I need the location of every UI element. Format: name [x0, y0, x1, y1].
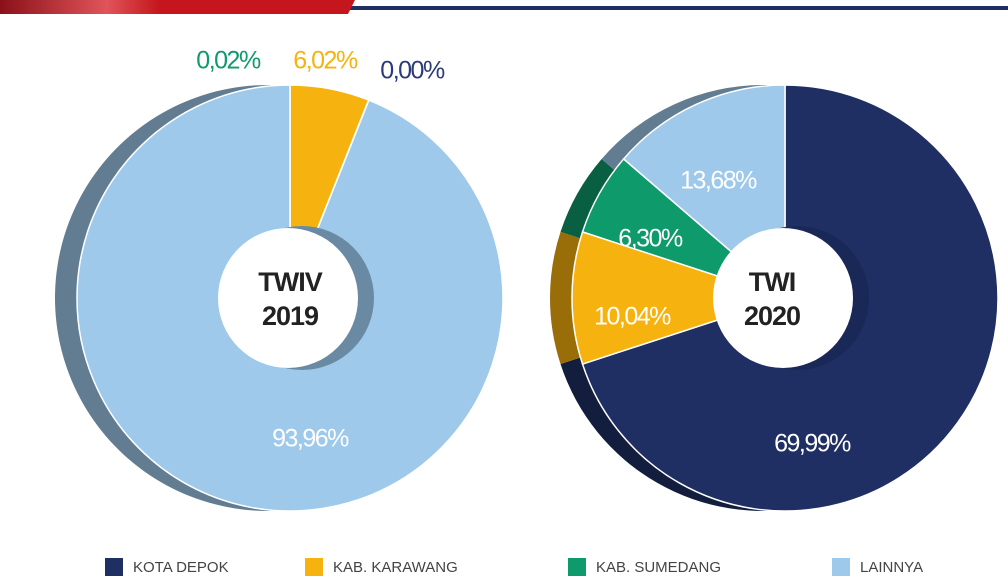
slice [571, 230, 788, 365]
value-label: 69,99% [774, 430, 851, 458]
hole [713, 228, 853, 368]
header-line [0, 6, 1008, 10]
legend-swatch [305, 558, 323, 576]
value-label: 13,68% [680, 167, 757, 195]
value-label: 6,02% [293, 47, 358, 75]
center-label: TWIV 2019 [258, 267, 323, 331]
legend-label: LAINNYA [860, 559, 923, 576]
legend-swatch [568, 558, 586, 576]
header-accent [0, 0, 355, 14]
legend-swatch [832, 558, 850, 576]
legend-label: KAB. SUMEDANG [596, 559, 721, 576]
value-label: 6,30% [618, 225, 683, 253]
value-label: 0,00% [380, 57, 445, 85]
legend-label: KOTA DEPOK [133, 559, 229, 576]
value-label: 0,02% [196, 47, 261, 75]
value-label: 93,96% [272, 425, 349, 453]
legend-label: KAB. KARAWANG [333, 559, 458, 576]
hole [218, 228, 358, 368]
center-label: TWI 2020 [743, 267, 801, 331]
value-label: 10,04% [594, 303, 671, 331]
legend-swatch [105, 558, 123, 576]
